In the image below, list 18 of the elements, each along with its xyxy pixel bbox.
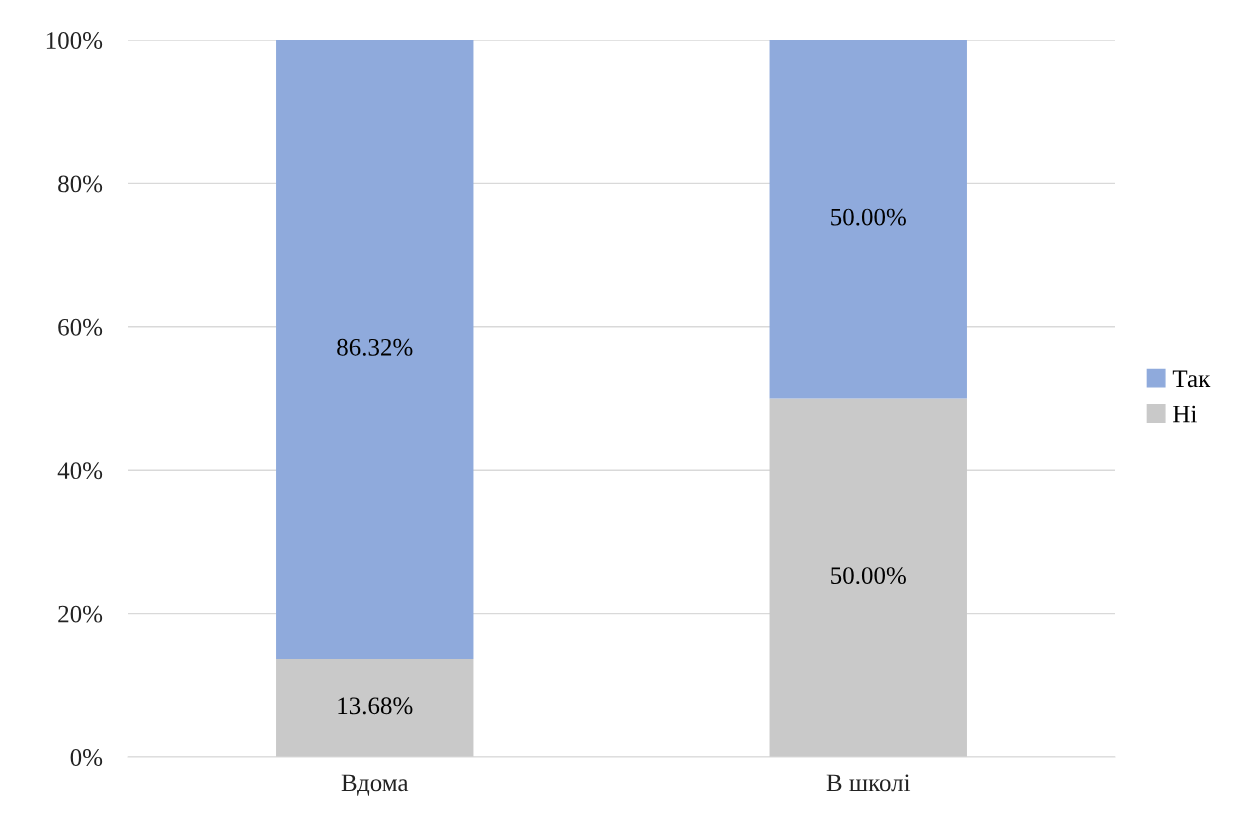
data-label: 86.32%	[337, 338, 413, 356]
y-tick-label: 20%	[58, 605, 103, 623]
bar	[769, 398, 967, 757]
y-tick-label: 40%	[57, 462, 103, 480]
y-tick-label: 80%	[58, 175, 103, 193]
bar	[769, 40, 967, 399]
y-tick-label: 100%	[46, 32, 103, 49]
data-label: 50.00%	[831, 567, 906, 585]
y-tick-label: 60%	[58, 318, 103, 336]
y-tick-label: 0%	[70, 749, 103, 766]
x-tick-label: В школі	[826, 774, 911, 792]
bar	[276, 658, 474, 757]
x-tick-label: Вдома	[341, 774, 409, 796]
data-label: 50.00%	[831, 208, 906, 226]
data-label: 13.68%	[338, 697, 413, 715]
legend-label: Ні	[1173, 405, 1197, 423]
bar	[276, 40, 474, 659]
legend-label: Так	[1172, 370, 1211, 388]
